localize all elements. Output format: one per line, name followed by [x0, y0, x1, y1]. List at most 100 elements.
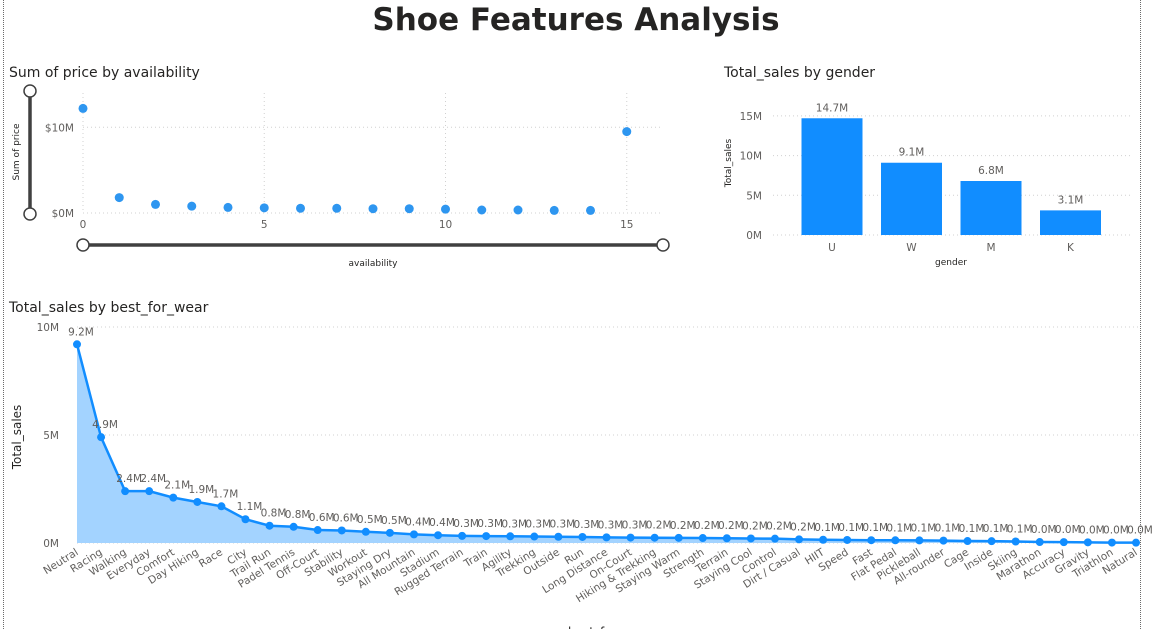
area-point[interactable] — [385, 528, 394, 537]
area-point[interactable] — [746, 534, 755, 543]
area-data-label: 0.3M — [501, 518, 527, 530]
area-data-label: 1.9M — [188, 484, 214, 496]
scatter-point[interactable] — [404, 204, 414, 214]
area-data-label: 2.4M — [116, 473, 142, 485]
page-border-right — [1140, 0, 1141, 629]
bar-data-label: 14.7M — [816, 102, 848, 114]
area-point[interactable] — [698, 534, 707, 543]
area-y-tick-label: 5M — [43, 430, 59, 442]
area-point[interactable] — [602, 533, 611, 542]
area-point[interactable] — [891, 536, 900, 545]
scatter-y-zoom-slider[interactable] — [23, 84, 37, 221]
area-point[interactable] — [73, 340, 81, 349]
area-data-label: 0.0M — [1079, 524, 1105, 536]
scatter-point[interactable] — [187, 201, 197, 211]
area-point[interactable] — [1083, 538, 1092, 547]
area-point[interactable] — [987, 537, 996, 546]
area-point[interactable] — [1059, 538, 1068, 547]
area-point[interactable] — [674, 533, 683, 542]
bar-u[interactable] — [801, 118, 863, 235]
scatter-x-tick-label: 10 — [439, 219, 452, 231]
scatter-point[interactable] — [114, 193, 124, 203]
area-point[interactable] — [193, 497, 202, 506]
area-point[interactable] — [1107, 538, 1116, 547]
scatter-point[interactable] — [586, 205, 595, 215]
area-data-label: 0.1M — [911, 522, 937, 534]
area-point[interactable] — [121, 487, 130, 496]
scatter-point[interactable] — [622, 127, 632, 137]
area-point[interactable] — [1132, 538, 1140, 547]
area-point[interactable] — [289, 522, 298, 531]
area-point[interactable] — [530, 532, 539, 541]
area-point[interactable] — [819, 535, 828, 544]
bar-category-label: K — [1067, 242, 1075, 254]
scatter-point[interactable] — [477, 205, 487, 215]
area-point[interactable] — [337, 526, 346, 535]
area-point[interactable] — [867, 536, 876, 545]
area-visual[interactable]: Total_sales by best_for_wear Total_sales… — [8, 300, 1152, 629]
area-point[interactable] — [361, 527, 370, 536]
scatter-point[interactable] — [151, 199, 160, 209]
area-point[interactable] — [409, 530, 418, 539]
area-data-label: 0.0M — [1031, 524, 1057, 536]
x-slider-left-handle[interactable] — [76, 238, 90, 252]
scatter-point[interactable] — [549, 205, 559, 215]
scatter-point[interactable] — [259, 203, 269, 213]
scatter-point[interactable] — [296, 203, 305, 213]
area-point[interactable] — [217, 502, 226, 511]
scatter-x-zoom-slider[interactable] — [76, 238, 670, 252]
bar-visual[interactable]: Total_sales by gender Total_sales gender… — [723, 65, 1132, 268]
area-point[interactable] — [145, 487, 154, 496]
area-point[interactable] — [963, 537, 972, 546]
area-point[interactable] — [313, 526, 322, 535]
area-point[interactable] — [458, 531, 467, 540]
scatter-point[interactable] — [223, 202, 233, 212]
scatter-point[interactable] — [441, 204, 450, 214]
area-data-label: 0.0M — [1055, 524, 1081, 536]
area-point[interactable] — [939, 536, 948, 545]
area-data-label: 0.3M — [549, 519, 575, 531]
area-point[interactable] — [795, 535, 804, 544]
area-point[interactable] — [722, 534, 731, 543]
x-slider-right-handle[interactable] — [656, 238, 670, 252]
area-point[interactable] — [843, 535, 852, 544]
y-slider-bottom-handle[interactable] — [23, 207, 37, 221]
area-point[interactable] — [650, 533, 659, 542]
bar-y-tick-label: 0M — [746, 230, 762, 242]
area-point[interactable] — [1011, 537, 1020, 546]
area-point[interactable] — [626, 533, 635, 542]
bar-k[interactable] — [1040, 210, 1101, 235]
scatter-point[interactable] — [78, 103, 88, 113]
area-point[interactable] — [1035, 538, 1044, 547]
bar-category-label: U — [828, 242, 836, 254]
area-point[interactable] — [434, 531, 443, 540]
area-data-label: 0.1M — [814, 522, 840, 534]
scatter-visual[interactable]: Sum of price by availability Sum of pric… — [9, 65, 670, 269]
area-point[interactable] — [578, 532, 587, 541]
area-data-label: 0.0M — [1127, 525, 1152, 537]
area-data-label: 0.3M — [598, 519, 624, 531]
area-point[interactable] — [915, 536, 924, 545]
area-data-label: 0.1M — [1007, 523, 1033, 535]
scatter-point[interactable] — [332, 203, 342, 213]
area-point[interactable] — [554, 532, 563, 541]
bar-w[interactable] — [881, 162, 942, 235]
area-point[interactable] — [506, 532, 515, 541]
area-data-label: 0.8M — [261, 508, 287, 520]
area-point[interactable] — [97, 433, 106, 442]
area-point[interactable] — [169, 493, 178, 502]
area-point[interactable] — [482, 532, 491, 541]
bar-m[interactable] — [960, 181, 1022, 235]
area-point[interactable] — [241, 515, 250, 524]
area-point[interactable] — [770, 534, 779, 543]
area-data-label: 0.5M — [357, 514, 383, 526]
area-y-tick-label: 10M — [37, 322, 59, 334]
bar-category-label: W — [906, 242, 917, 254]
area-data-label: 9.2M — [68, 326, 94, 338]
area-point[interactable] — [265, 521, 274, 530]
scatter-point[interactable] — [513, 205, 523, 215]
scatter-title: Sum of price by availability — [9, 65, 200, 81]
y-slider-top-handle[interactable] — [23, 84, 37, 98]
scatter-point[interactable] — [368, 204, 378, 214]
